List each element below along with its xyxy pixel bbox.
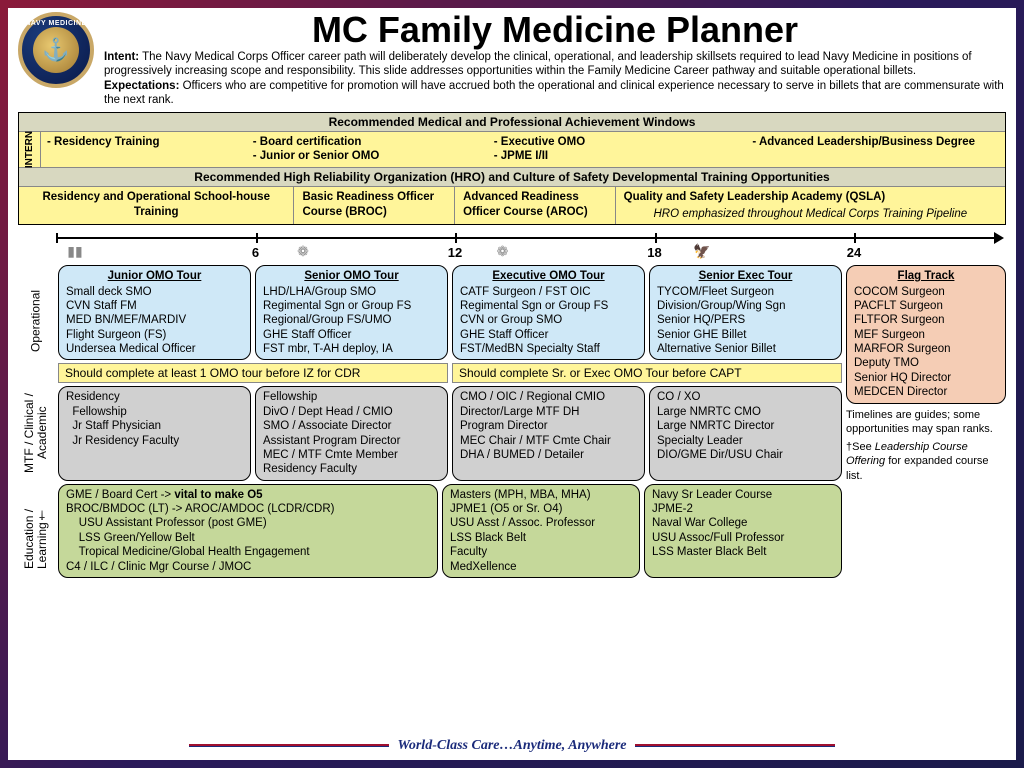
recommendations-table: Recommended Medical and Professional Ach… [18, 112, 1006, 226]
intent-text: The Navy Medical Corps Officer career pa… [104, 51, 972, 77]
row-label-education: Education / Learning† [18, 489, 54, 589]
junior-omo-box: Junior OMO TourSmall deck SMO CVN Staff … [58, 265, 251, 360]
mtf-box-2: Fellowship DivO / Dept Head / CMIO SMO /… [255, 386, 448, 480]
rec-cell-exec: - Executive OMO- JPME I/II [488, 132, 747, 168]
rank-capt-icon: 🦅 [689, 243, 715, 259]
intern-label: INTERN [24, 131, 35, 168]
page-title: MC Family Medicine Planner [104, 12, 1006, 48]
arrow-icon [994, 232, 1004, 244]
hro-cell-2: Basic Readiness Officer Course (BROC) [294, 187, 455, 224]
rec-cell-residency: - Residency Training [41, 132, 247, 168]
ed-box-1: GME / Board Cert -> vital to make O5 BRO… [58, 484, 438, 578]
mtf-box-3: CMO / OIC / Regional CMIO Director/Large… [452, 386, 645, 480]
hro-cell-3: Advanced Readiness Officer Course (AROC) [455, 187, 616, 224]
timeline-note: Timelines are guides; some opportunities… [846, 408, 1006, 437]
intent-block: Intent: The Navy Medical Corps Officer c… [104, 50, 1006, 108]
exec-omo-box: Executive OMO TourCATF Surgeon / FST OIC… [452, 265, 645, 360]
tick-24: 24 [847, 245, 861, 260]
mtf-box-1: Residency Fellowship Jr Staff Physician … [58, 386, 251, 480]
rec-header-1: Recommended Medical and Professional Ach… [19, 113, 1005, 132]
rec-cell-board: - Board certification- Junior or Senior … [247, 132, 488, 168]
hro-subtitle: HRO emphasized throughout Medical Corps … [624, 207, 997, 221]
hro-cell-4: Quality and Safety Leadership Academy (Q… [616, 187, 1005, 224]
header: NAVY MEDICINE ⚓ MC Family Medicine Plann… [18, 12, 1006, 108]
rank-cdr-icon: ❁ [490, 243, 516, 259]
slide-content: NAVY MEDICINE ⚓ MC Family Medicine Plann… [8, 8, 1016, 760]
note-omo-capt: Should complete Sr. or Exec OMO Tour bef… [452, 363, 842, 383]
rank-lt-icon: ▮▮ [62, 243, 88, 259]
slide-frame: NAVY MEDICINE ⚓ MC Family Medicine Plann… [0, 0, 1024, 768]
rank-lcdr-icon: ❁ [290, 243, 316, 259]
expectations-label: Expectations: [104, 80, 179, 92]
tick-18: 18 [647, 245, 661, 260]
hro-cell-1: Residency and Operational School-house T… [19, 187, 294, 224]
rec-header-2: Recommended High Reliability Organizatio… [19, 167, 1005, 187]
career-tracks-grid: Operational MTF / Clinical / Academic Ed… [18, 265, 1006, 589]
flag-track-box: Flag Track COCOM Surgeon PACFLT Surgeon … [846, 265, 1006, 403]
row-label-operational: Operational [18, 265, 54, 377]
tick-6: 6 [252, 245, 259, 260]
leadership-ref-note: †See Leadership Course Offering for expa… [846, 440, 1006, 483]
ed-box-4: Navy Sr Leader Course JPME-2 Naval War C… [644, 484, 842, 578]
ed-box-3: Masters (MPH, MBA, MHA) JPME1 (O5 or Sr.… [442, 484, 640, 578]
mtf-box-4: CO / XO Large NMRTC CMO Large NMRTC Dire… [649, 386, 842, 480]
anchor-icon: ⚓ [33, 27, 79, 73]
senior-omo-box: Senior OMO TourLHD/LHA/Group SMO Regimen… [255, 265, 448, 360]
note-omo-cdr: Should complete at least 1 OMO tour befo… [58, 363, 448, 383]
row-label-mtf: MTF / Clinical / Academic [18, 377, 54, 489]
expectations-text: Officers who are competitive for promoti… [104, 80, 1004, 106]
intern-label-cell: INTERN [19, 132, 41, 168]
senior-exec-box: Senior Exec TourTYCOM/Fleet Surgeon Divi… [649, 265, 842, 360]
tick-12: 12 [448, 245, 462, 260]
intent-label: Intent: [104, 51, 139, 63]
career-timeline: ▮▮ 6 ❁ 12 ❁ 18 🦅 24 [56, 229, 1006, 261]
navy-medicine-logo: NAVY MEDICINE ⚓ [18, 12, 94, 88]
logo-text: NAVY MEDICINE [22, 20, 90, 27]
rec-cell-degree: - Advanced Leadership/Business Degree [746, 132, 1005, 168]
tagline: World-Class Care…Anytime, Anywhere [8, 738, 1016, 754]
